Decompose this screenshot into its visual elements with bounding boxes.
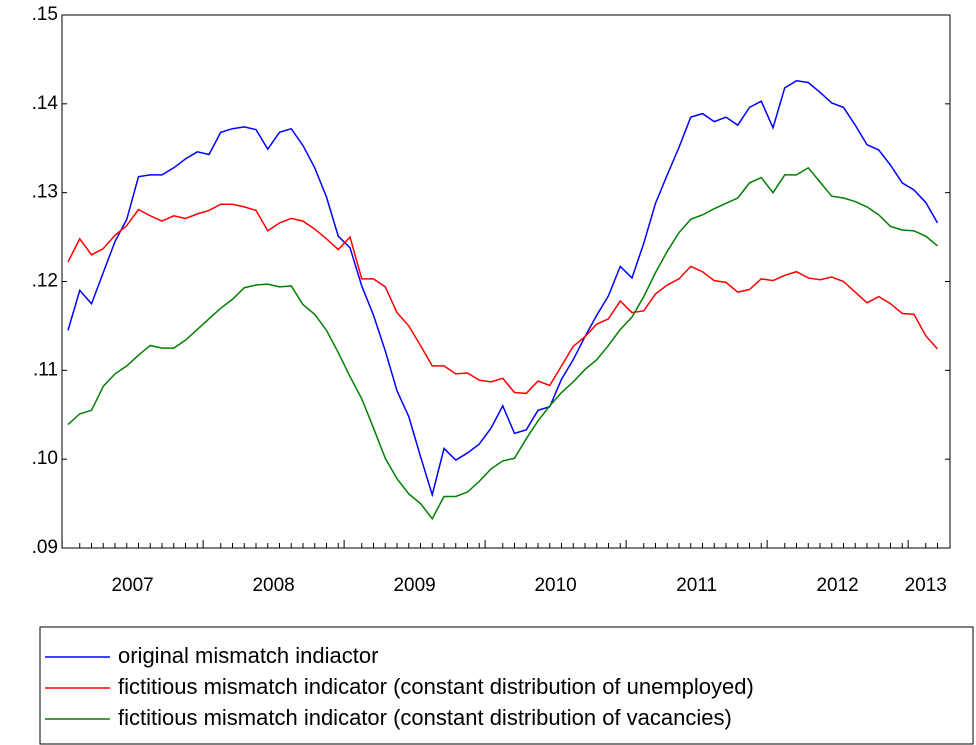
legend-box — [39, 626, 974, 745]
x-tick-label: 2010 — [534, 575, 576, 596]
legend-label: original mismatch indiactor — [118, 643, 378, 668]
x-tick-label: 2011 — [676, 575, 717, 596]
x-tick-label: 2013 — [905, 575, 947, 596]
legend-label: fictitious mismatch indicator (constant … — [118, 674, 754, 699]
series-line — [67, 166, 938, 521]
x-tick-label: 2008 — [252, 575, 294, 596]
plot-frame — [61, 14, 951, 549]
legend: original mismatch indiactor fictitious mi… — [45, 643, 754, 730]
x-tick-label: 2009 — [393, 575, 435, 596]
y-tick-label: .11 — [33, 359, 58, 380]
y-tick-label: .14 — [32, 93, 59, 114]
series-line — [67, 203, 939, 395]
y-tick-label: .12 — [32, 271, 58, 292]
x-tick-label: 2007 — [111, 575, 153, 596]
y-tick-label: .09 — [32, 537, 58, 558]
y-tick-label: .10 — [32, 448, 58, 469]
legend-label: fictitious mismatch indicator (constant … — [118, 705, 732, 730]
x-tick-label: 2012 — [816, 575, 858, 596]
series-line — [67, 79, 939, 498]
y-tick-label: .13 — [32, 182, 58, 203]
y-tick-label: .15 — [32, 4, 58, 25]
